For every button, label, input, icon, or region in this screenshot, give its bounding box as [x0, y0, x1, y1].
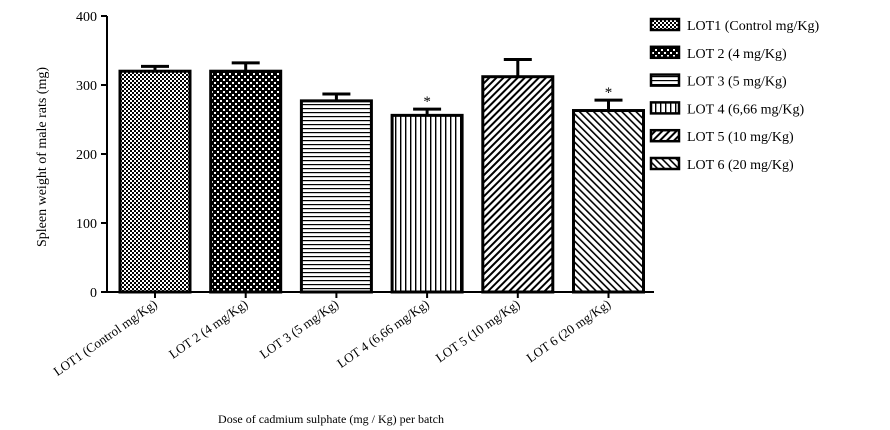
x-axis-label: Dose of cadmium sulphate (mg / Kg) per b…: [218, 412, 444, 426]
legend-label: LOT 2 (4 mg/Kg): [687, 47, 787, 62]
bar: [118, 69, 192, 294]
x-tick-label: LOT1 (Control mg/Kg): [51, 296, 160, 379]
y-tick-label: 200: [76, 148, 97, 163]
legend-swatch: [649, 45, 681, 60]
legend: LOT1 (Control mg/Kg) LOT 2 (4 mg/Kg) LOT 3…: [649, 17, 820, 173]
bars-group: **: [118, 57, 645, 294]
x-axis-ticks: LOT1 (Control mg/Kg) LOT 2 (4 mg/Kg) LOT 3…: [51, 292, 613, 379]
bar: [209, 69, 283, 294]
legend-label: LOT1 (Control mg/Kg): [687, 19, 820, 34]
bar: [299, 99, 373, 294]
legend-swatch: [649, 128, 681, 143]
significance-marker: *: [605, 85, 613, 101]
legend-swatch: [649, 156, 681, 171]
legend-swatch: [649, 73, 681, 87]
legend-label: LOT 5 (10 mg/Kg): [687, 130, 794, 145]
y-tick-label: 400: [76, 10, 97, 25]
x-tick-label: LOT 4 (6,66 mg/Kg): [334, 296, 432, 371]
bar: [390, 113, 464, 294]
y-axis-ticks: 0 100 200 300 400: [76, 10, 107, 301]
bar: [481, 75, 555, 294]
x-tick-label: LOT 5 (10 mg/Kg): [433, 296, 523, 365]
y-tick-label: 300: [76, 79, 97, 94]
bar: [572, 109, 645, 294]
x-tick-label: LOT 3 (5 mg/Kg): [257, 296, 341, 361]
legend-label: LOT 6 (20 mg/Kg): [687, 158, 794, 173]
legend-swatch: [649, 17, 681, 32]
legend-label: LOT 3 (5 mg/Kg): [687, 75, 787, 90]
x-tick-label: LOT 2 (4 mg/Kg): [166, 296, 250, 361]
x-tick-label: LOT 6 (20 mg/Kg): [523, 296, 613, 365]
y-tick-label: 0: [90, 286, 97, 301]
legend-swatch: [649, 101, 681, 115]
y-tick-label: 100: [76, 217, 97, 232]
legend-label: LOT 4 (6,66 mg/Kg): [687, 102, 805, 117]
significance-marker: *: [423, 94, 431, 110]
y-axis-label: Spleen weight of male rats (mg): [35, 67, 50, 247]
